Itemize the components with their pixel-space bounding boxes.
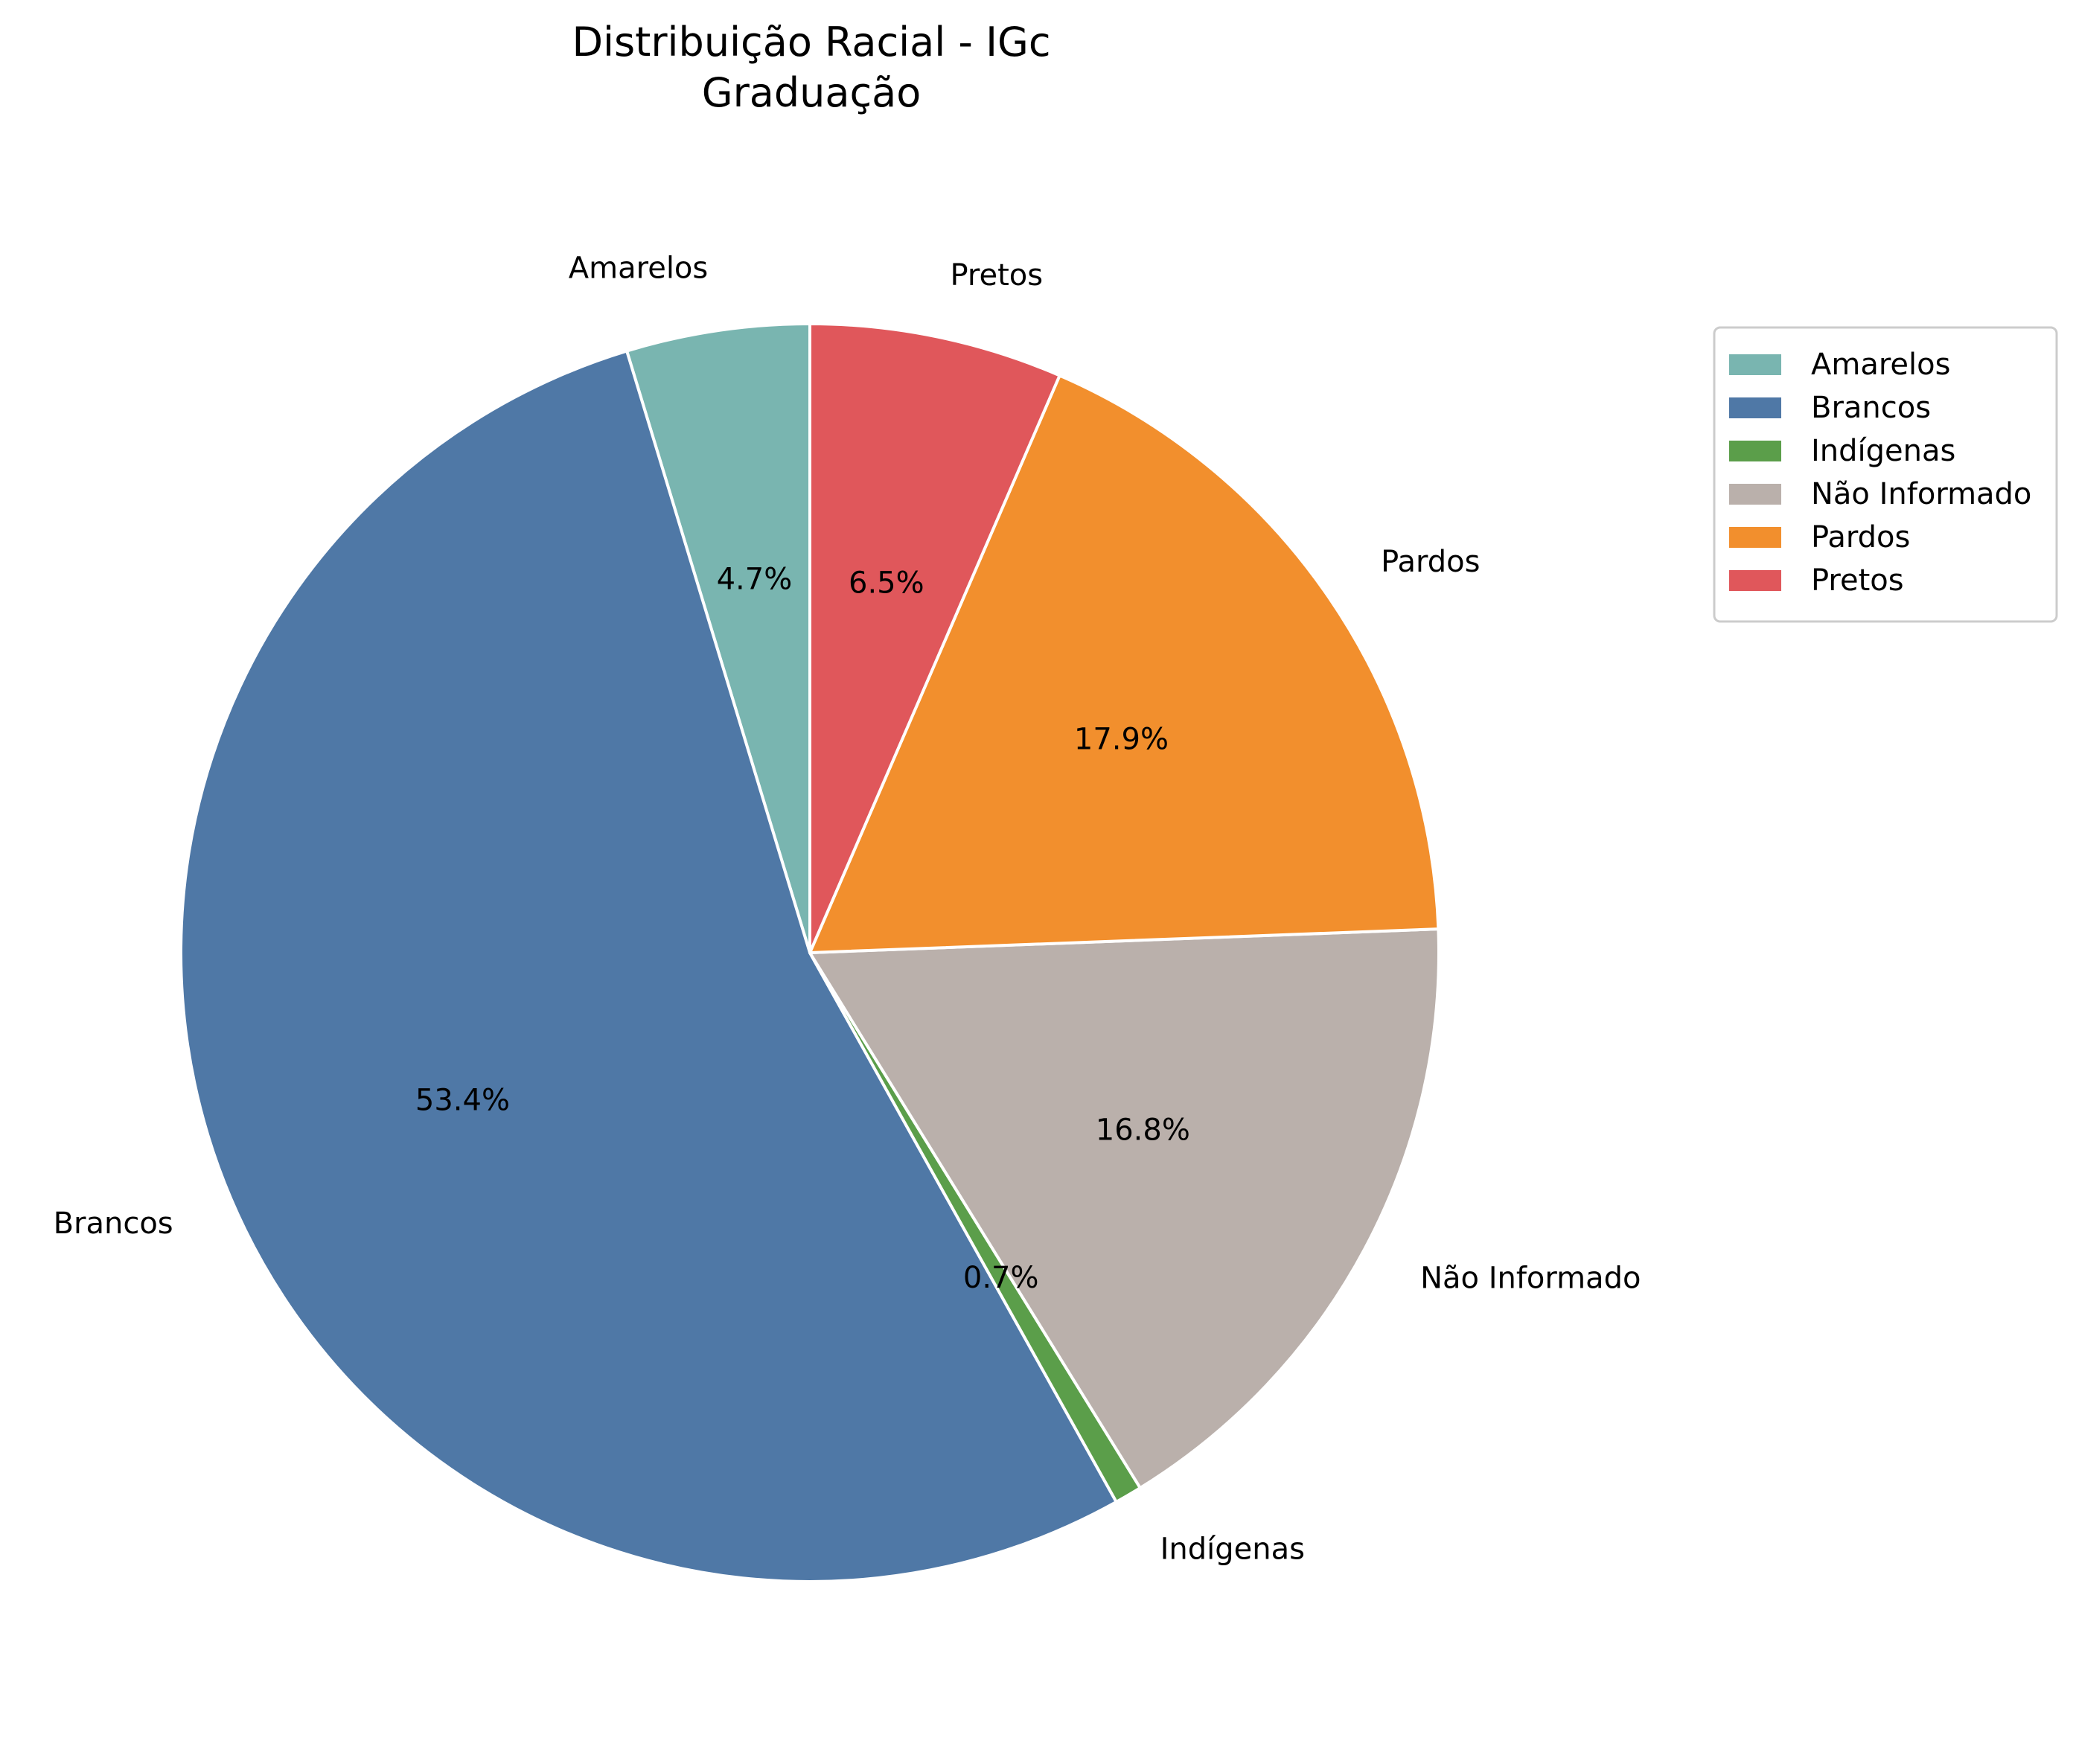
legend-swatch-amarelos: [1729, 354, 1781, 375]
legend-label-indigenas: Indígenas: [1811, 434, 1955, 468]
pct-label-nao-informado: 16.8%: [1096, 1113, 1190, 1148]
chart-title-line-2: Graduação: [702, 69, 922, 116]
pct-label-indigenas: 0.7%: [963, 1261, 1039, 1295]
pie-slice-amarelos: [625, 322, 811, 954]
legend-label-brancos: Brancos: [1811, 391, 1931, 425]
slice-label-brancos: Brancos: [54, 1207, 173, 1241]
pct-label-pardos: 17.9%: [1074, 723, 1169, 757]
pie-slice-nao-informado: [808, 927, 1440, 1490]
slice-label-nao-informado: Não Informado: [1420, 1262, 1641, 1296]
legend-swatch-indigenas: [1729, 441, 1781, 461]
pct-label-pretos: 6.5%: [849, 566, 924, 601]
legend-label-pretos: Pretos: [1811, 563, 1904, 598]
pie-slice-pretos: [808, 322, 1061, 954]
slice-label-amarelos: Amarelos: [569, 252, 708, 286]
legend-items: Amarelos Brancos Indígenas Não Informado Par…: [1729, 348, 2031, 598]
pie-slice-labels: Amarelos Brancos Indígenas Não Informado Par…: [54, 252, 1641, 1567]
legend-label-pardos: Pardos: [1811, 520, 1910, 555]
pie-slice-pardos: [808, 374, 1440, 954]
slice-label-pardos: Pardos: [1381, 545, 1480, 579]
legend-swatch-brancos: [1729, 397, 1781, 418]
legend: Amarelos Brancos Indígenas Não Informado Par…: [1713, 326, 2058, 623]
legend-swatch-pardos: [1729, 527, 1781, 548]
legend-label-amarelos: Amarelos: [1811, 348, 1950, 382]
pie-slices: [179, 322, 1440, 1583]
legend-frame: [1713, 326, 2058, 623]
slice-label-pretos: Pretos: [950, 258, 1043, 293]
chart-title-line-1: Distribuição Racial - IGc: [572, 19, 1050, 65]
legend-swatch-nao-informado: [1729, 484, 1781, 505]
legend-swatch-pretos: [1729, 570, 1781, 591]
slice-label-indigenas: Indígenas: [1160, 1533, 1305, 1567]
legend-label-nao-informado: Não Informado: [1811, 477, 2031, 511]
pct-label-brancos: 53.4%: [415, 1083, 510, 1117]
pie-percent-labels: 4.7% 53.4% 0.7% 16.8% 17.9% 6.5%: [415, 563, 1190, 1296]
pie-slice-brancos: [179, 349, 1118, 1583]
pct-label-amarelos: 4.7%: [717, 563, 793, 597]
